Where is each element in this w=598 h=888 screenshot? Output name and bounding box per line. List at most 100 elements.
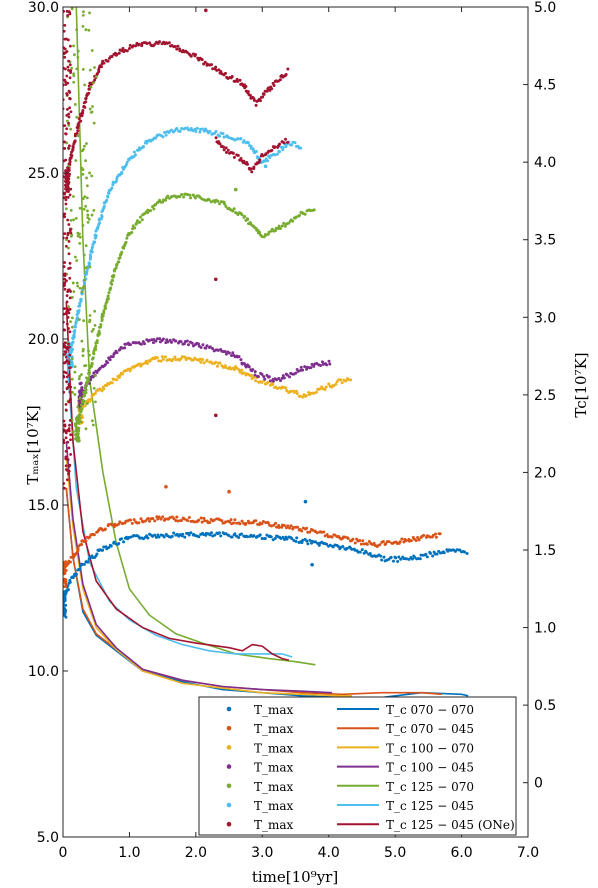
tmax-point bbox=[64, 198, 68, 202]
tmax-point bbox=[67, 123, 71, 127]
tmax-point bbox=[159, 517, 163, 521]
tmax-point bbox=[231, 151, 235, 155]
tmax-point bbox=[73, 433, 77, 437]
tmax-point bbox=[262, 375, 266, 379]
tmax-point bbox=[260, 372, 264, 376]
tmax-point bbox=[65, 236, 69, 240]
tmax-point bbox=[204, 346, 208, 350]
tmax-point bbox=[70, 154, 74, 158]
tmax-point bbox=[79, 297, 83, 301]
tmax-point bbox=[102, 61, 106, 65]
tmax-point bbox=[266, 380, 270, 384]
tmax-point bbox=[92, 352, 96, 356]
tmax-point bbox=[359, 542, 363, 546]
tmax-point bbox=[236, 137, 240, 141]
tmax-point bbox=[69, 397, 72, 401]
y-right-tick-label: 3.5 bbox=[534, 233, 556, 249]
tmax-point bbox=[64, 355, 68, 359]
tmax-point bbox=[134, 44, 138, 48]
tmax-point bbox=[92, 121, 96, 125]
tmax-point bbox=[85, 402, 89, 405]
tmax-point bbox=[72, 430, 75, 434]
tmax-point bbox=[73, 365, 77, 369]
tmax-point bbox=[199, 346, 203, 350]
tmax-point bbox=[76, 55, 80, 59]
tmax-point bbox=[271, 382, 275, 386]
tmax-point bbox=[65, 108, 69, 111]
tmax-point bbox=[75, 28, 79, 32]
tmax-point bbox=[277, 525, 281, 529]
tmax-point bbox=[223, 71, 227, 75]
tmax-point bbox=[180, 127, 184, 131]
tmax-point bbox=[267, 375, 271, 379]
tmax-point bbox=[68, 419, 72, 422]
tmax-point bbox=[416, 535, 420, 539]
tmax-point bbox=[67, 115, 71, 119]
tmax-point bbox=[140, 218, 144, 222]
outlier-point bbox=[204, 8, 208, 13]
tmax-point bbox=[84, 427, 88, 431]
tmax-point bbox=[194, 129, 198, 133]
tmax-point bbox=[66, 347, 69, 351]
tmax-point bbox=[67, 240, 71, 243]
tmax-point bbox=[90, 174, 94, 178]
tmax-point bbox=[272, 83, 276, 87]
tmax-point bbox=[219, 534, 223, 538]
tmax-point bbox=[75, 281, 79, 285]
tmax-point bbox=[63, 419, 66, 423]
tmax-point bbox=[281, 374, 285, 378]
tmax-point bbox=[63, 307, 66, 311]
tmax-point bbox=[207, 198, 211, 202]
tmax-point bbox=[160, 355, 164, 359]
tmax-point bbox=[68, 330, 72, 334]
tmax-point bbox=[63, 9, 66, 13]
tmax-point bbox=[400, 537, 404, 541]
tmax-point bbox=[380, 558, 384, 562]
tmax-point bbox=[101, 207, 105, 211]
tmax-point bbox=[189, 531, 193, 535]
y-right-axis-label: Tc[10⁷K] bbox=[572, 352, 590, 417]
legend-marker-tmax bbox=[226, 802, 232, 808]
tmax-point bbox=[65, 307, 69, 311]
tmax-point bbox=[80, 387, 84, 391]
tmax-point bbox=[65, 9, 69, 13]
tmax-point bbox=[87, 261, 91, 265]
tmax-point bbox=[362, 551, 366, 555]
tmax-point bbox=[63, 147, 67, 150]
tmax-point bbox=[66, 315, 70, 319]
legend-label-tc: T_c 125 − 045 bbox=[386, 799, 474, 813]
tmax-point bbox=[81, 24, 85, 28]
tmax-point bbox=[130, 231, 134, 235]
tmax-point bbox=[254, 519, 258, 523]
tmax-point bbox=[67, 223, 71, 226]
tmax-point bbox=[65, 322, 69, 326]
tmax-point bbox=[82, 319, 86, 323]
legend-label-tc: T_c 070 − 045 bbox=[386, 722, 474, 736]
tmax-point bbox=[288, 526, 292, 530]
tmax-point bbox=[186, 193, 190, 197]
tmax-point bbox=[107, 291, 111, 295]
tmax-point bbox=[197, 535, 201, 539]
tmax-point bbox=[246, 141, 250, 145]
tmax-point bbox=[95, 339, 99, 343]
tmax-point bbox=[284, 145, 288, 149]
tmax-point bbox=[409, 539, 413, 543]
tmax-point bbox=[72, 335, 76, 339]
tmax-point bbox=[84, 376, 88, 380]
tmax-point bbox=[84, 96, 88, 100]
tmax-point bbox=[87, 368, 91, 372]
tmax-point bbox=[86, 216, 90, 219]
tmax-point bbox=[271, 379, 275, 383]
tmax-point bbox=[69, 231, 73, 235]
tmax-point bbox=[273, 153, 277, 157]
tmax-point bbox=[107, 546, 111, 550]
tmax-point bbox=[223, 350, 227, 354]
tmax-point bbox=[106, 195, 110, 199]
tmax-point bbox=[91, 423, 95, 427]
tmax-point bbox=[75, 429, 79, 433]
tmax-point bbox=[69, 342, 73, 346]
tmax-point bbox=[63, 341, 67, 345]
tmax-point bbox=[221, 145, 225, 149]
tmax-point bbox=[102, 309, 106, 313]
tmax-point bbox=[346, 378, 350, 382]
